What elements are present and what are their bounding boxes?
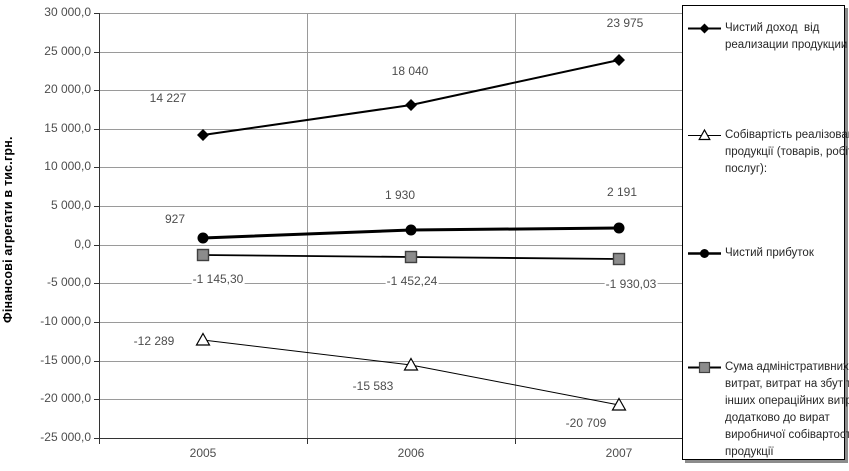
gridline-h <box>99 52 723 53</box>
y-tick-label: 25 000,0 <box>44 44 91 58</box>
y-tick-label: -15 000,0 <box>40 353 91 367</box>
y-tick-label: -10 000,0 <box>40 314 91 328</box>
y-tick <box>94 438 99 439</box>
triangle-marker-icon <box>611 397 627 411</box>
point-label: -20 709 <box>564 416 608 431</box>
x-tick <box>515 438 516 444</box>
y-tick-label: 30 000,0 <box>44 5 91 19</box>
legend: Чистий доход від реализации продукции Со… <box>682 5 849 461</box>
point-label: -1 145,30 <box>191 272 245 287</box>
y-tick <box>94 399 99 400</box>
gridline-h <box>99 361 723 362</box>
gridline-v <box>515 13 516 438</box>
y-tick <box>94 361 99 362</box>
y-tick <box>94 129 99 130</box>
series-admin-costs-line <box>202 254 620 260</box>
legend-item-net-income: Чистий доход від реализации продукции <box>688 20 847 54</box>
legend-label: Сума адміністративних витрат, витрат на … <box>725 361 849 458</box>
point-label: 2 191 <box>605 185 639 200</box>
gridline-h <box>99 13 723 14</box>
y-tick <box>94 245 99 246</box>
gridline-h <box>99 322 723 323</box>
y-axis-line <box>99 13 100 439</box>
circle-marker-icon <box>613 222 625 234</box>
square-marker-icon <box>612 252 626 266</box>
legend-marker-square-icon <box>688 361 721 374</box>
series-cost-line <box>202 339 620 406</box>
y-tick <box>94 90 99 91</box>
triangle-marker-icon <box>195 332 211 346</box>
x-tick <box>99 438 100 444</box>
gridline-h <box>99 167 723 168</box>
gridline-v <box>307 13 308 438</box>
y-tick <box>94 52 99 53</box>
point-label: 18 040 <box>390 64 430 79</box>
y-tick-label: -20 000,0 <box>40 391 91 405</box>
point-label: -1 452,24 <box>385 274 439 289</box>
point-label: -1 930,03 <box>604 277 658 292</box>
y-tick <box>94 283 99 284</box>
y-tick-label: 5 000,0 <box>50 198 91 212</box>
y-tick-label: -5 000,0 <box>46 275 91 289</box>
legend-label: Собівартість реалізованої продукції (тов… <box>725 129 849 175</box>
y-tick-label: 0,0 <box>74 237 91 251</box>
x-axis-line <box>99 438 723 439</box>
point-label: -15 583 <box>351 379 395 394</box>
series-net-profit-line <box>202 226 620 240</box>
y-tick <box>94 13 99 14</box>
legend-item-net-profit: Чистий прибуток <box>688 245 847 262</box>
square-marker-icon <box>404 250 418 264</box>
x-tick <box>307 438 308 444</box>
circle-marker-icon <box>405 224 417 236</box>
x-tick-label: 2005 <box>189 446 217 460</box>
point-label: -12 289 <box>132 334 176 349</box>
legend-item-admin-costs: Сума адміністративних витрат, витрат на … <box>688 359 849 461</box>
gridline-h <box>99 399 723 400</box>
y-tick-label: 10 000,0 <box>44 159 91 173</box>
y-tick-label: 20 000,0 <box>44 82 91 96</box>
y-tick <box>94 167 99 168</box>
y-tick-label: 15 000,0 <box>44 121 91 135</box>
x-tick-label: 2006 <box>397 446 425 460</box>
square-marker-icon <box>196 248 210 262</box>
point-label: 927 <box>163 212 187 227</box>
point-label: 14 227 <box>148 91 188 106</box>
legend-marker-triangle-icon <box>688 128 721 141</box>
point-label: 23 975 <box>605 16 645 31</box>
gridline-h <box>99 90 723 91</box>
y-tick-label: -25 000,0 <box>40 430 91 444</box>
point-label: 1 930 <box>383 188 417 203</box>
y-tick <box>94 322 99 323</box>
legend-item-cost: Собівартість реалізованої продукції (тов… <box>688 127 849 178</box>
legend-label: Чистий доход від реализации продукции <box>725 22 848 51</box>
gridline-h <box>99 206 723 207</box>
circle-marker-icon <box>197 232 209 244</box>
gridline-h <box>99 129 723 130</box>
legend-marker-circle-icon <box>688 249 721 258</box>
gridline-h <box>99 245 723 246</box>
legend-label: Чистий прибуток <box>725 247 814 259</box>
x-tick-label: 2007 <box>605 446 633 460</box>
legend-marker-diamond-icon <box>688 23 721 34</box>
y-tick <box>94 206 99 207</box>
